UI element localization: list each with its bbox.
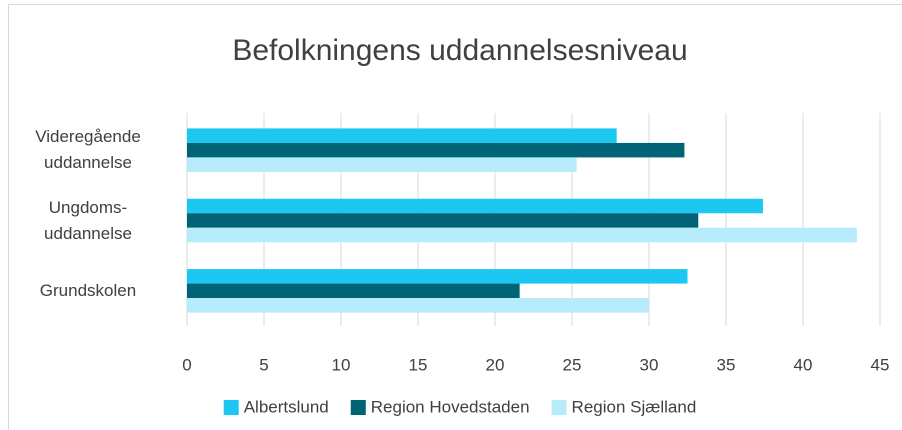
bar (187, 128, 617, 143)
bar (187, 142, 685, 158)
chart-border (8, 4, 902, 430)
x-tick-label: 30 (640, 355, 659, 374)
legend-label: Region Hovedstaden (371, 397, 530, 416)
legend-label: Region Sjælland (572, 397, 697, 416)
x-tick-label: 35 (717, 355, 736, 374)
y-tick-label: Videregående uddannelse (35, 127, 141, 173)
x-tick-label: 45 (871, 355, 890, 374)
legend-swatch (551, 400, 567, 415)
bar (187, 283, 520, 299)
legend-swatch (350, 400, 366, 415)
bar (187, 213, 699, 228)
x-tick-label: 5 (259, 355, 268, 374)
x-tick-label: 15 (409, 355, 428, 374)
chart-title: Befolkningens uddannelsesniveau (232, 34, 687, 67)
y-tick-label: Grundskolen (39, 280, 137, 300)
bar (187, 269, 688, 284)
x-tick-label: 40 (794, 355, 813, 374)
x-tick-label: 0 (182, 355, 191, 374)
bar (187, 298, 649, 313)
bar (187, 157, 577, 172)
x-tick-label: 25 (563, 355, 582, 374)
x-tick-label: 10 (332, 355, 351, 374)
bar (187, 198, 763, 214)
legend-swatch (223, 400, 239, 415)
x-tick-label: 20 (486, 355, 505, 374)
legend-label: Albertslund (244, 397, 329, 416)
bar (187, 227, 857, 243)
y-tick-label: Ungdoms-uddannelse (44, 197, 132, 243)
